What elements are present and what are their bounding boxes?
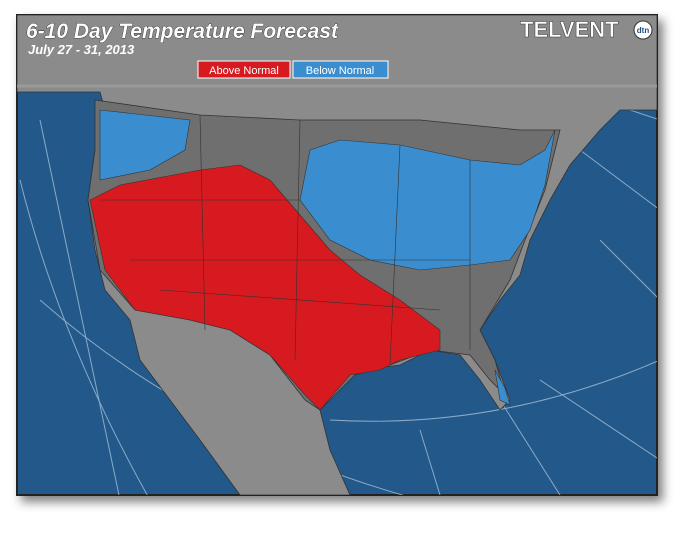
logo: TELVENT dtn <box>520 17 653 42</box>
logo-badge <box>633 20 653 40</box>
legend-label: Above Normal <box>209 65 279 77</box>
legend: Above Normal Below Normal <box>197 60 389 79</box>
legend-swatch <box>197 60 291 79</box>
title: 6-10 Day Temperature Forecast <box>26 20 339 43</box>
below-normal-area <box>494 369 511 406</box>
graticule <box>19 99 657 495</box>
logo-badge-text: dtn <box>637 26 650 35</box>
logo-text: TELVENT <box>520 17 619 42</box>
legend-label: Below Normal <box>306 65 374 77</box>
date-range: July 27 - 31, 2013 <box>28 42 135 57</box>
map <box>17 15 657 495</box>
legend-swatch <box>292 60 389 79</box>
below-normal-area <box>299 129 556 271</box>
above-normal-area <box>89 164 441 411</box>
below-normal-area <box>99 109 191 181</box>
state-borders <box>100 114 471 366</box>
